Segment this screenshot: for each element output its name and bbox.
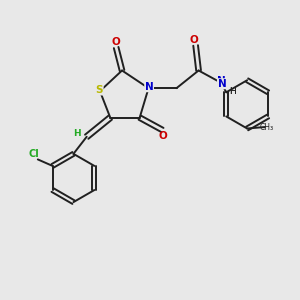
Text: N: N bbox=[145, 82, 154, 92]
Text: S: S bbox=[96, 85, 103, 95]
Text: O: O bbox=[190, 35, 199, 45]
Text: H: H bbox=[229, 87, 236, 96]
Text: O: O bbox=[159, 131, 168, 141]
Text: CH₃: CH₃ bbox=[259, 122, 273, 131]
Text: S: S bbox=[96, 85, 103, 95]
Text: N: N bbox=[218, 76, 226, 86]
Text: H: H bbox=[74, 129, 81, 138]
Text: O: O bbox=[111, 37, 120, 47]
Text: N: N bbox=[218, 79, 227, 89]
Text: H: H bbox=[229, 87, 236, 96]
Text: N: N bbox=[145, 82, 154, 92]
Text: N: N bbox=[218, 79, 227, 89]
Text: Cl: Cl bbox=[29, 149, 40, 159]
